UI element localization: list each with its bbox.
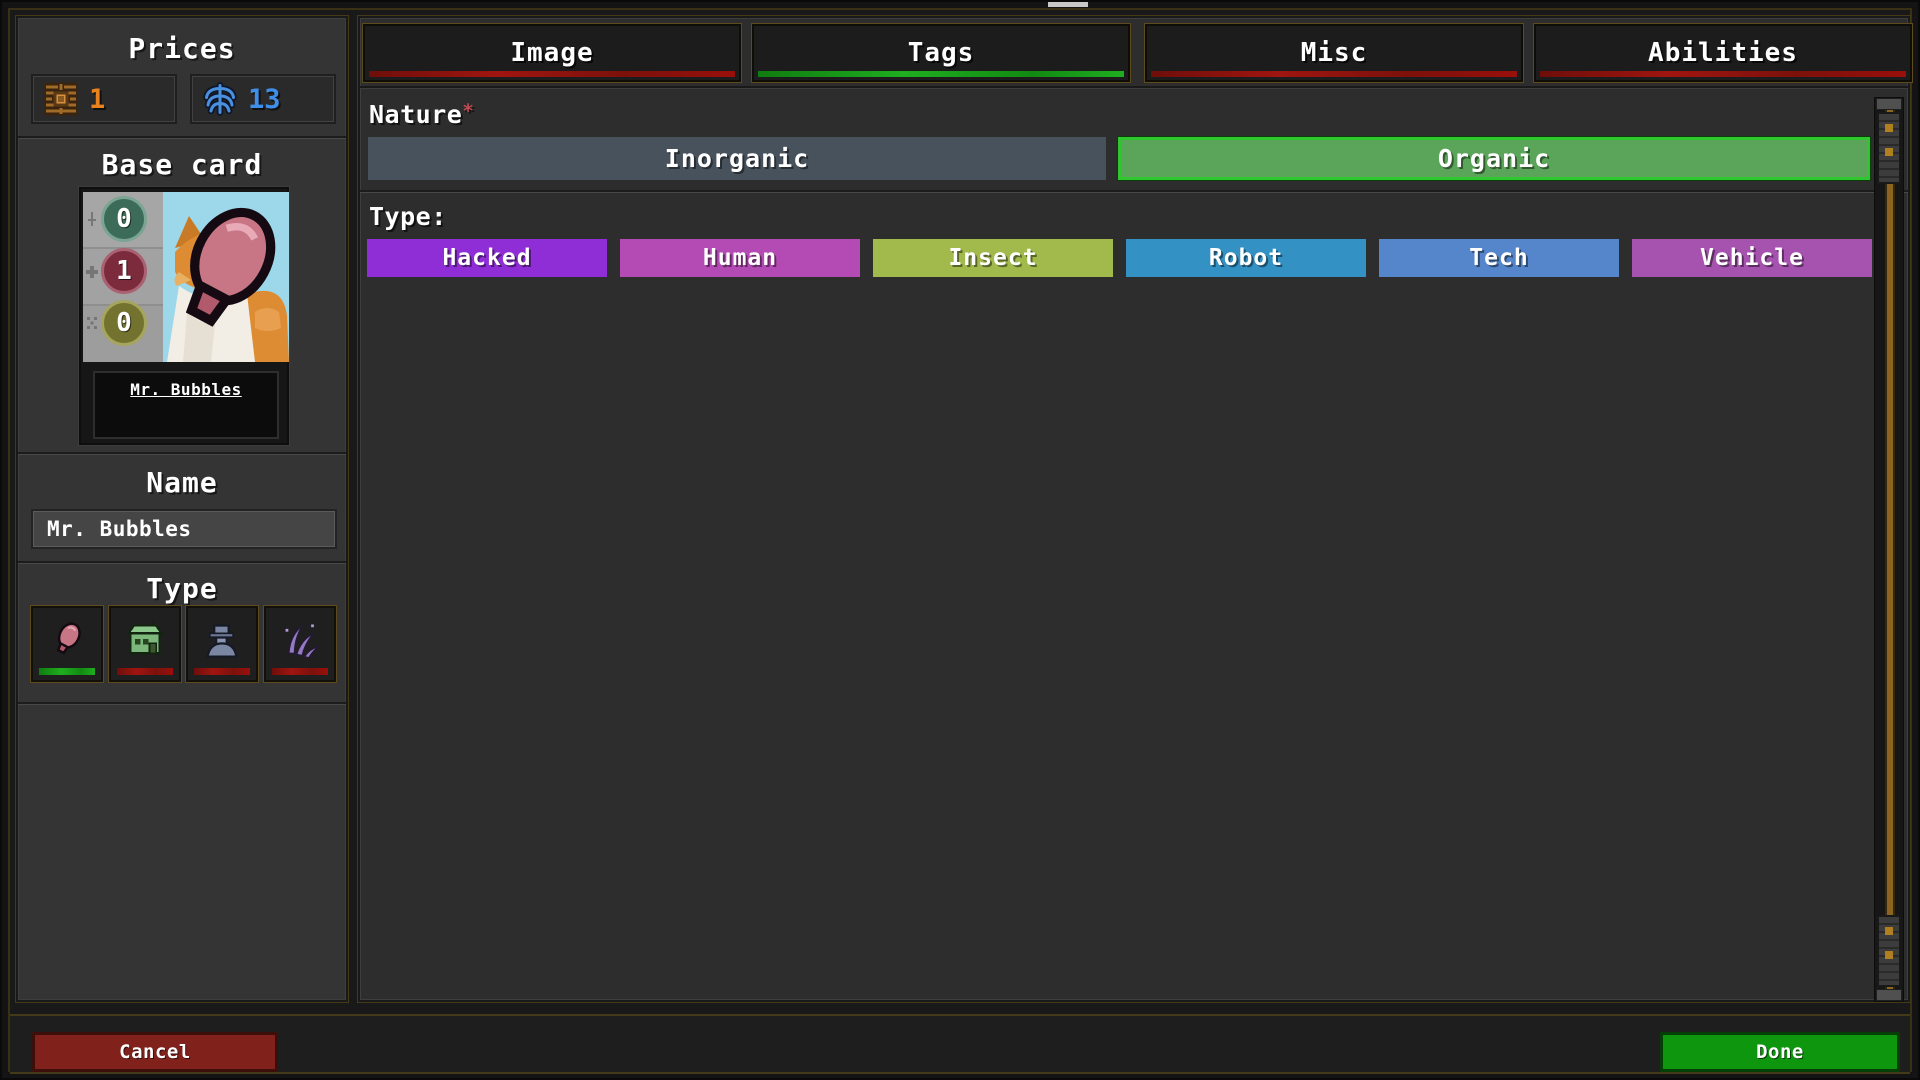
plus-icon — [86, 266, 98, 278]
scrollbar-bottom-cap[interactable] — [1876, 989, 1902, 1001]
card-stat-top: 0 — [101, 196, 147, 242]
sidebar: Prices 1 — [16, 16, 348, 1002]
divider — [18, 136, 346, 139]
organic-label: Organic — [1437, 144, 1551, 173]
required-asterisk: * — [462, 100, 475, 122]
tab-tags[interactable]: Tags — [752, 24, 1130, 82]
main-panel: Image Tags Misc Abilities Nature* Inorga… — [358, 16, 1912, 1002]
card-type-option-claw[interactable] — [264, 606, 336, 682]
nature-option-organic[interactable]: Organic — [1118, 137, 1870, 180]
scrollbar-thumb[interactable] — [1877, 112, 1901, 184]
name-title: Name — [146, 466, 218, 499]
scrollbar-top-cap[interactable] — [1876, 98, 1902, 110]
nature-label-text: Nature — [369, 100, 463, 129]
person-icon — [206, 624, 238, 658]
tag-option-human[interactable]: Human — [620, 239, 860, 277]
tab-misc-label: Misc — [1300, 38, 1368, 68]
human-label: Human — [702, 245, 778, 271]
tab-image[interactable]: Image — [363, 24, 741, 82]
divider — [360, 190, 1908, 193]
tag-option-robot[interactable]: Robot — [1126, 239, 1366, 277]
ribs-price-value: 13 — [248, 83, 281, 115]
tab-inactive-underline — [369, 71, 735, 77]
tag-option-tech[interactable]: Tech — [1379, 239, 1619, 277]
robot-label: Robot — [1208, 245, 1284, 271]
cancel-label: Cancel — [119, 1041, 191, 1063]
unselected-indicator — [117, 668, 173, 675]
selected-indicator — [39, 668, 95, 675]
insect-label: Insect — [948, 245, 1038, 271]
unselected-indicator — [194, 668, 250, 675]
tab-image-label: Image — [510, 38, 594, 68]
card-type-option-person[interactable] — [186, 606, 258, 682]
nature-label: Nature* — [369, 100, 474, 129]
card-name-text: Mr. Bubbles — [130, 380, 242, 399]
building-icon — [126, 621, 164, 655]
type-title: Type — [146, 572, 218, 605]
divider — [18, 702, 346, 705]
divider — [18, 452, 346, 455]
tab-misc[interactable]: Misc — [1145, 24, 1523, 82]
sword-icon — [88, 212, 96, 226]
card-art-cat-photo — [163, 192, 289, 362]
prices-title: Prices — [128, 32, 236, 65]
tab-inactive-underline — [1540, 71, 1906, 77]
base-card-title: Base card — [101, 148, 263, 181]
nature-option-inorganic[interactable]: Inorganic — [368, 137, 1106, 180]
scrollbar-bottom-grip[interactable] — [1877, 915, 1901, 987]
window-resize-notch — [1048, 2, 1088, 7]
divider — [18, 561, 346, 564]
card-stat-middle: 1 — [101, 248, 147, 294]
tabs-divider — [360, 86, 1908, 89]
scrollbar[interactable] — [1874, 97, 1904, 1002]
price-chip-box: 1 — [31, 74, 177, 124]
meat-icon — [56, 622, 81, 655]
tab-active-underline — [758, 71, 1124, 77]
card-name-plate: Mr. Bubbles — [93, 371, 279, 439]
vehicle-label: Vehicle — [1700, 245, 1804, 271]
unselected-indicator — [272, 668, 328, 675]
chip-price-value: 1 — [89, 83, 106, 115]
type-tags-label: Type: — [369, 202, 447, 231]
done-button[interactable]: Done — [1660, 1032, 1900, 1072]
footer-bar: Cancel Done — [10, 1014, 1910, 1074]
tab-tags-label: Tags — [907, 38, 975, 68]
tab-abilities-label: Abilities — [1648, 38, 1798, 68]
done-label: Done — [1756, 1041, 1804, 1063]
meat-badge-icon — [185, 207, 276, 327]
chip-icon — [44, 82, 78, 116]
claw-icon — [285, 624, 320, 659]
name-input[interactable] — [31, 509, 337, 549]
card-type-option-building[interactable] — [109, 606, 181, 682]
tab-abilities[interactable]: Abilities — [1534, 24, 1912, 82]
tag-option-insect[interactable]: Insect — [873, 239, 1113, 277]
cancel-button[interactable]: Cancel — [32, 1032, 278, 1072]
base-card-preview[interactable]: 0 1 0 — [79, 187, 289, 445]
tag-option-vehicle[interactable]: Vehicle — [1632, 239, 1872, 277]
hacked-label: Hacked — [442, 245, 532, 271]
card-stat-bottom: 0 — [101, 300, 147, 346]
price-ribs-box: 13 — [190, 74, 336, 124]
ribs-icon — [203, 82, 237, 116]
tag-option-hacked[interactable]: Hacked — [367, 239, 607, 277]
dots-icon — [87, 317, 97, 329]
card-type-option-item[interactable] — [31, 606, 103, 682]
inorganic-label: Inorganic — [664, 144, 810, 173]
tab-inactive-underline — [1151, 71, 1517, 77]
tech-label: Tech — [1469, 245, 1529, 271]
